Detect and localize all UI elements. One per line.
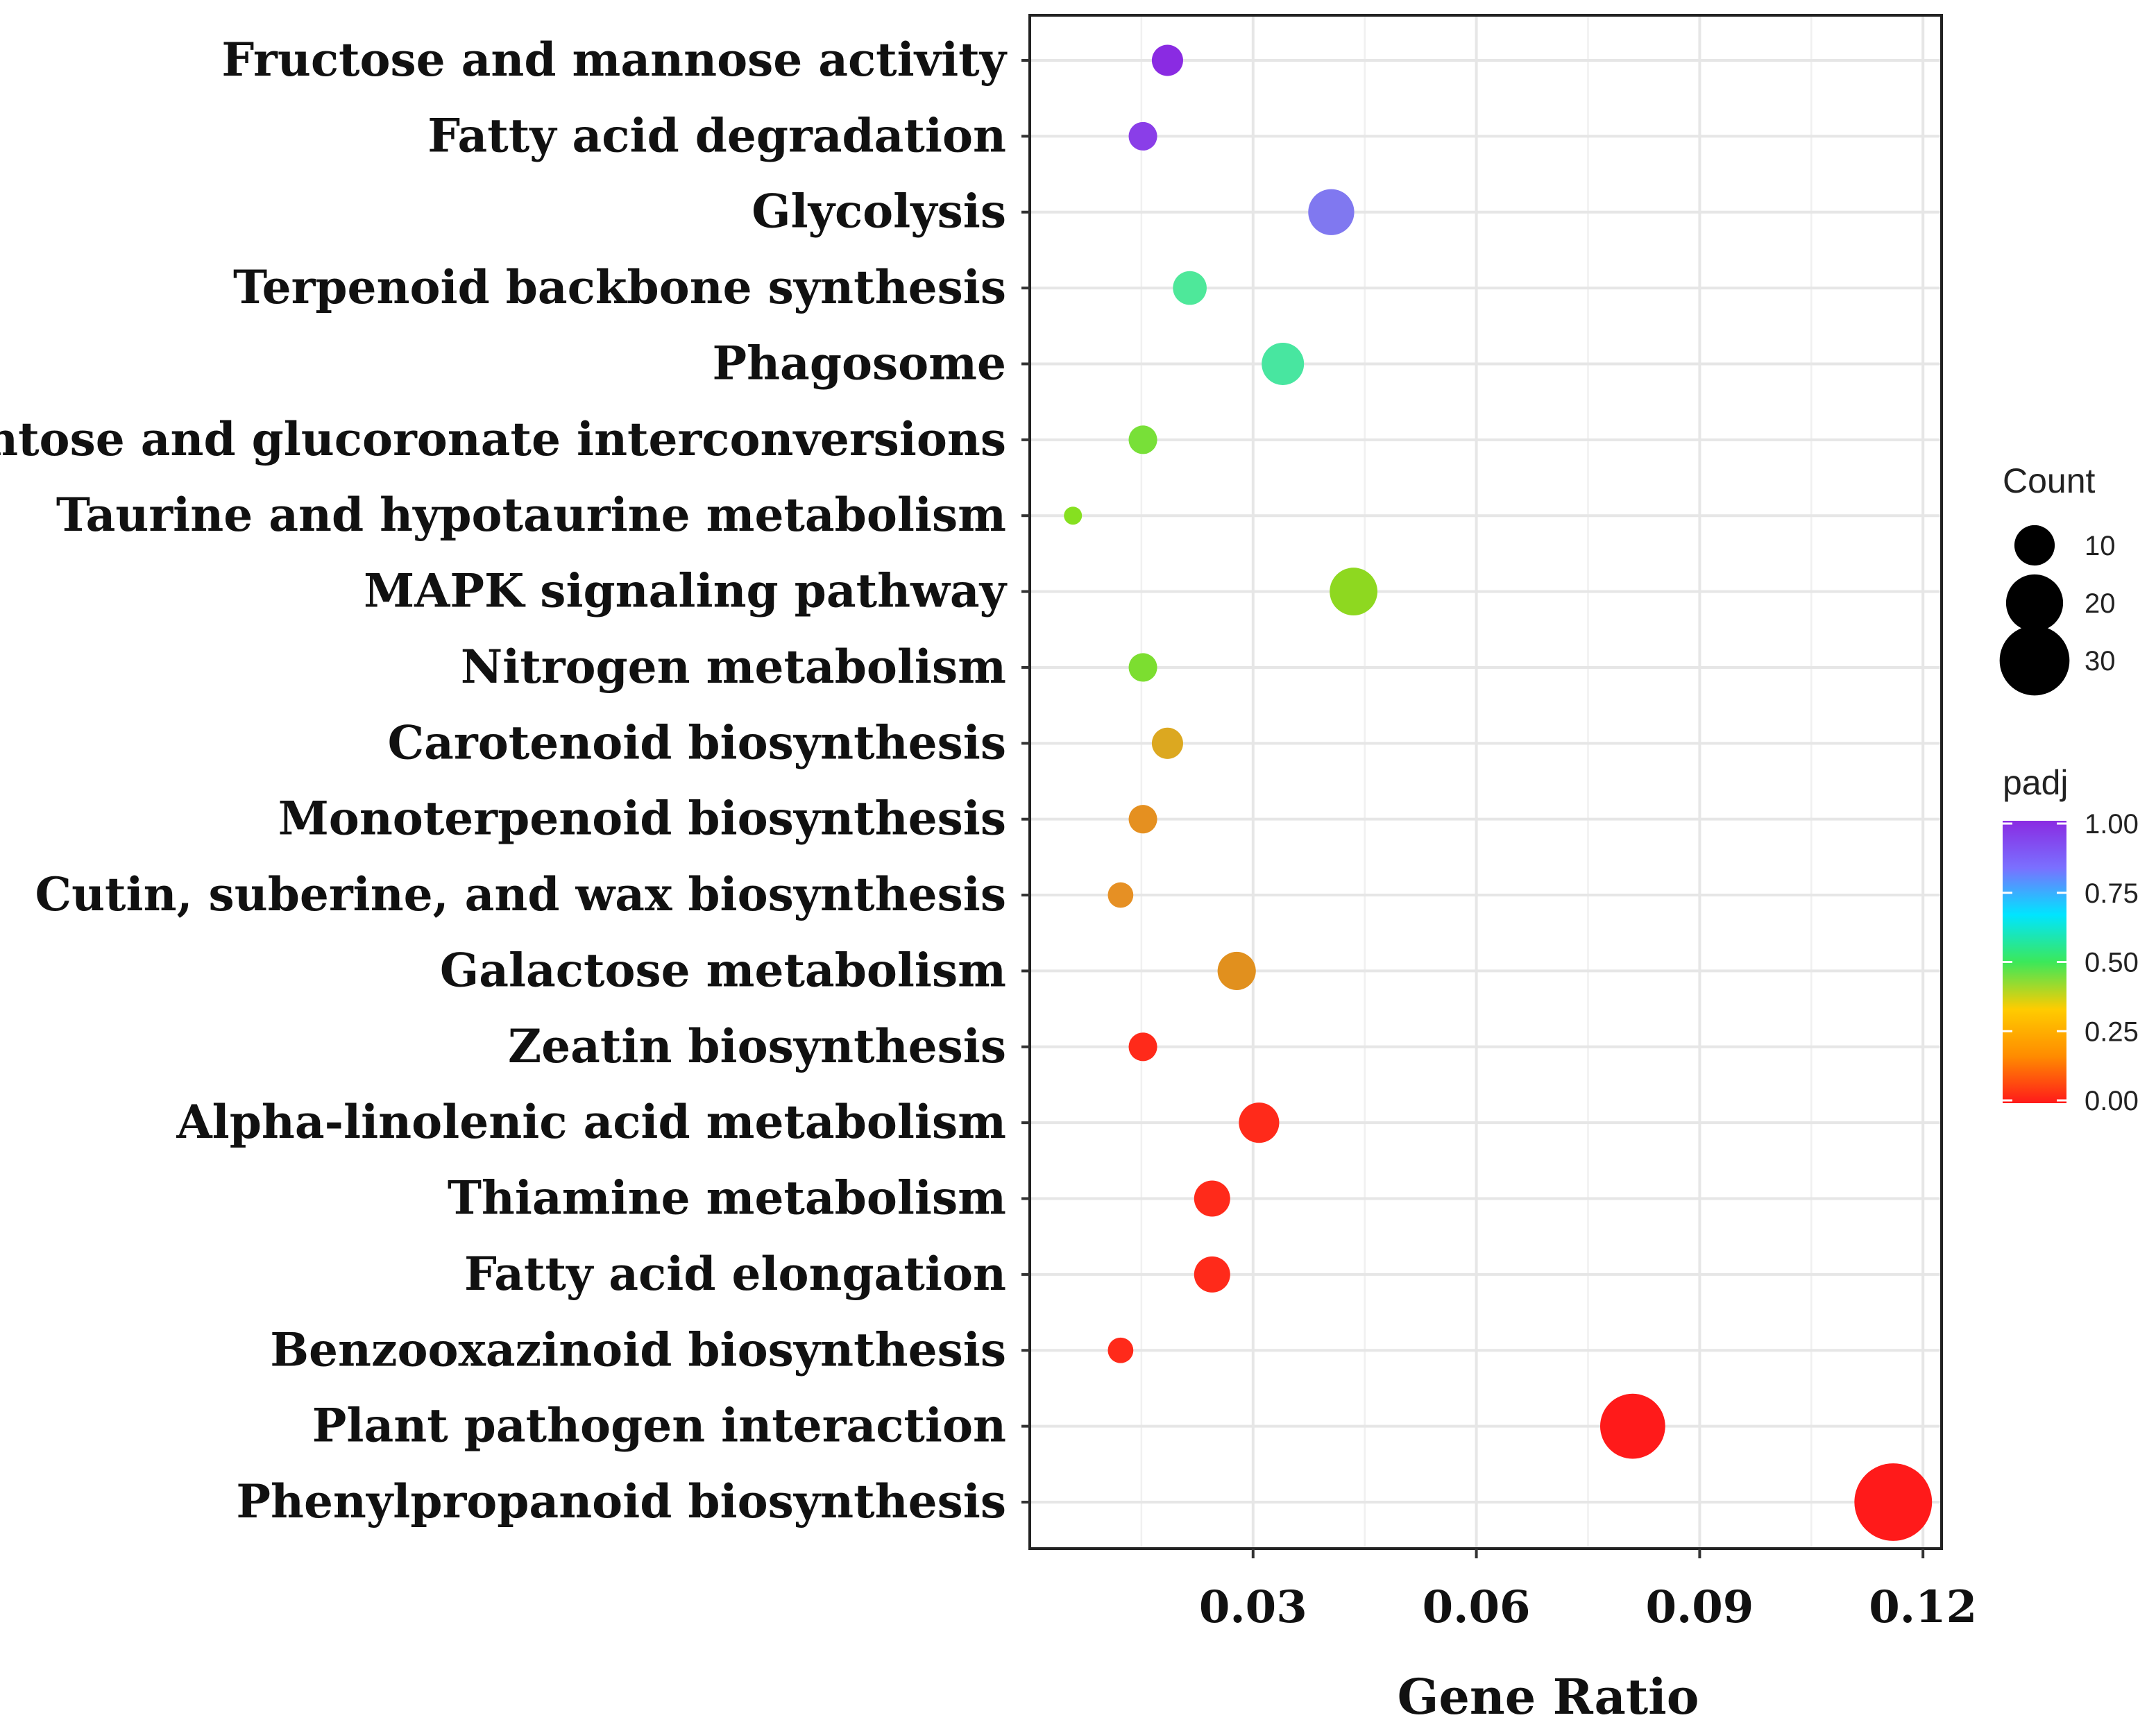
category-label: Fructose and mannose activity [221, 33, 1007, 87]
count-legend-label: 20 [2085, 588, 2116, 619]
category-label: Thiamine metabolism [448, 1171, 1006, 1225]
category-label: Terpenoid backbone synthesis [233, 260, 1006, 314]
data-point [1128, 425, 1157, 454]
category-label: Fatty acid elongation [464, 1247, 1006, 1301]
x-tick-label: 0.03 [1199, 1581, 1307, 1633]
count-legend-dot [2014, 525, 2055, 566]
x-tick-label: 0.06 [1423, 1581, 1531, 1633]
count-legend-title: Count [2003, 461, 2096, 500]
data-point [1128, 121, 1157, 151]
data-point [1308, 189, 1355, 235]
count-legend-label: 10 [2085, 531, 2116, 561]
category-label: Zeatin biosynthesis [508, 1019, 1006, 1073]
colorbar-tick-label: 0.00 [2085, 1086, 2139, 1116]
data-point [1854, 1463, 1933, 1541]
x-tick-label: 0.09 [1645, 1581, 1754, 1633]
x-axis-tick-labels: 0.03 0.06 0.09 0.12 [1199, 1581, 1977, 1633]
y-axis-ticks [1021, 59, 1030, 1504]
plot-panel-border [1028, 14, 1943, 1550]
colorbar-tick-label: 0.75 [2085, 878, 2139, 909]
category-label: Fatty acid degradation [427, 108, 1006, 162]
category-label: Carotenoid biosynthesis [388, 715, 1006, 769]
data-point [1217, 951, 1256, 990]
legend: Count 10 20 30 padj 1.00 0.75 0.50 0.25 0.00 [1999, 461, 2139, 1116]
data-point [1599, 1393, 1665, 1459]
data-point [1151, 727, 1183, 759]
padj-legend-title: padj [2003, 763, 2069, 802]
data-point [1173, 271, 1207, 305]
data-point [1330, 568, 1377, 615]
category-label: Taurine and hypotaurine metabolism [56, 488, 1006, 542]
data-point [1194, 1180, 1230, 1217]
data-point [1128, 1032, 1157, 1062]
category-label: MAPK signaling pathway [364, 564, 1008, 618]
colorbar-tick-label: 0.50 [2085, 948, 2139, 978]
x-tick-label: 0.12 [1869, 1581, 1977, 1633]
padj-colorbar [2003, 821, 2066, 1103]
category-label: Nitrogen metabolism [461, 640, 1006, 694]
data-point [1151, 44, 1183, 76]
category-label: Galactose metabolism [440, 943, 1006, 997]
data-point [1194, 1256, 1230, 1293]
data-point [1262, 342, 1305, 385]
data-points [1064, 44, 1933, 1541]
data-point [1239, 1102, 1280, 1143]
data-point [1064, 506, 1083, 525]
count-legend-dot [1999, 625, 2070, 696]
category-label: Alpha-linolenic acid metabolism [176, 1095, 1006, 1149]
colorbar-tick-label: 0.25 [2085, 1016, 2139, 1047]
count-legend-label: 30 [2085, 646, 2116, 676]
data-point [1128, 653, 1157, 682]
count-legend-items: 10 20 30 [1999, 525, 2116, 696]
category-label: Benzooxazinoid biosynthesis [270, 1322, 1006, 1377]
y-axis-category-labels: Fructose and mannose activity Fatty acid … [0, 33, 1008, 1528]
padj-colorbar-ticks: 1.00 0.75 0.50 0.25 0.00 [2003, 809, 2139, 1116]
category-label: Cutin, suberine, and wax biosynthesis [35, 867, 1006, 921]
category-label: Pentose and glucoronate interconversions [0, 412, 1006, 466]
data-point [1107, 882, 1134, 908]
category-label: Glycolysis [752, 185, 1006, 239]
x-axis-ticks [1251, 1549, 1925, 1558]
category-label: Phagosome [712, 336, 1006, 390]
category-label: Plant pathogen interaction [312, 1399, 1006, 1453]
x-axis-title: Gene Ratio [1398, 1668, 1699, 1726]
category-label: Monoterpenoid biosynthesis [278, 792, 1006, 846]
colorbar-tick-label: 1.00 [2085, 809, 2139, 840]
data-point [1128, 805, 1157, 834]
category-label: Phenylpropanoid biosynthesis [236, 1474, 1006, 1528]
data-point [1107, 1337, 1134, 1363]
count-legend-dot [2005, 574, 2064, 632]
